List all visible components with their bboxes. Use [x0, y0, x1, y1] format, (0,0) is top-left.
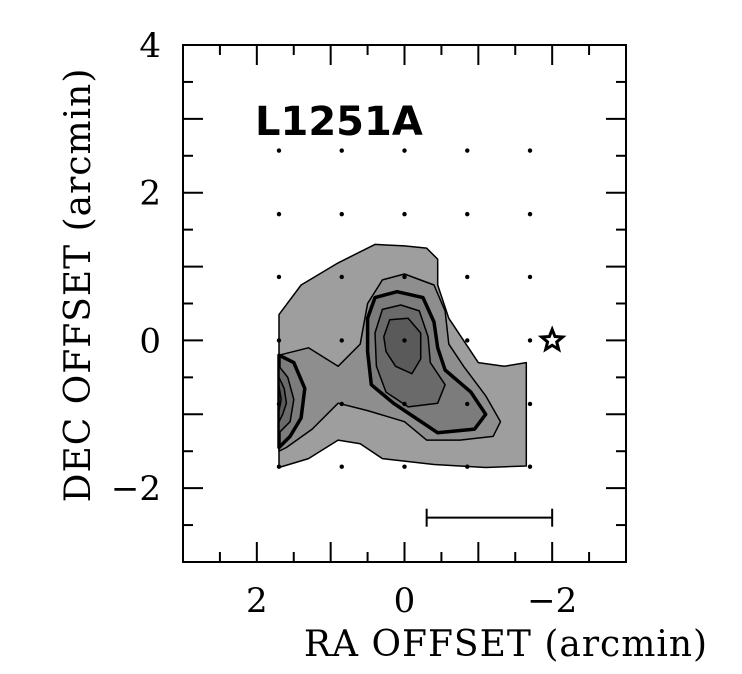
contour-level-5	[383, 317, 422, 375]
observation-point	[402, 401, 407, 407]
y-tick-label: −2	[111, 469, 161, 509]
observation-point	[527, 148, 533, 153]
x-axis-label: RA OFFSET (arcmin)	[304, 624, 708, 665]
observation-point	[465, 401, 470, 407]
observation-point	[276, 211, 282, 217]
observation-point	[339, 211, 344, 217]
plot-frame	[182, 44, 627, 563]
observation-point	[339, 338, 344, 343]
observation-point	[402, 274, 407, 280]
observation-point	[402, 148, 407, 153]
contour-layer	[277, 243, 528, 469]
star-marker-icon	[537, 325, 567, 353]
observation-point	[339, 274, 344, 280]
observation-point	[402, 464, 407, 469]
x-tick-label: 0	[394, 581, 416, 621]
observation-point	[339, 148, 344, 153]
y-tick-label: 0	[139, 321, 161, 361]
observation-point	[276, 274, 282, 280]
observation-point	[276, 401, 282, 407]
observation-point	[527, 401, 533, 407]
y-axis-label: DEC OFFSET (arcmin)	[58, 68, 99, 503]
observation-point	[465, 148, 470, 153]
observation-point	[276, 464, 282, 469]
observation-point	[465, 274, 470, 280]
observation-points	[276, 148, 533, 469]
y-tick-label: 4	[139, 26, 161, 66]
observation-point	[465, 211, 470, 217]
chart-title: L1251A	[255, 99, 423, 145]
observation-point	[339, 401, 344, 407]
contour-level-5	[278, 376, 288, 423]
observation-point	[465, 338, 470, 343]
scale-bar	[425, 508, 554, 527]
observation-point	[402, 338, 407, 343]
observation-point	[276, 148, 282, 153]
observation-point	[527, 338, 533, 343]
tick-labels: 2 0 −2 4 2 0 −2	[111, 26, 577, 621]
x-tick-label: 2	[246, 581, 268, 621]
observation-point	[339, 464, 344, 469]
observation-point	[276, 338, 282, 343]
y-tick-label: 2	[139, 174, 161, 214]
x-tick-label: −2	[527, 581, 577, 621]
observation-point	[465, 464, 470, 469]
observation-point	[527, 211, 533, 217]
observation-point	[402, 211, 407, 217]
observation-point	[527, 274, 533, 280]
observation-point	[527, 464, 533, 469]
